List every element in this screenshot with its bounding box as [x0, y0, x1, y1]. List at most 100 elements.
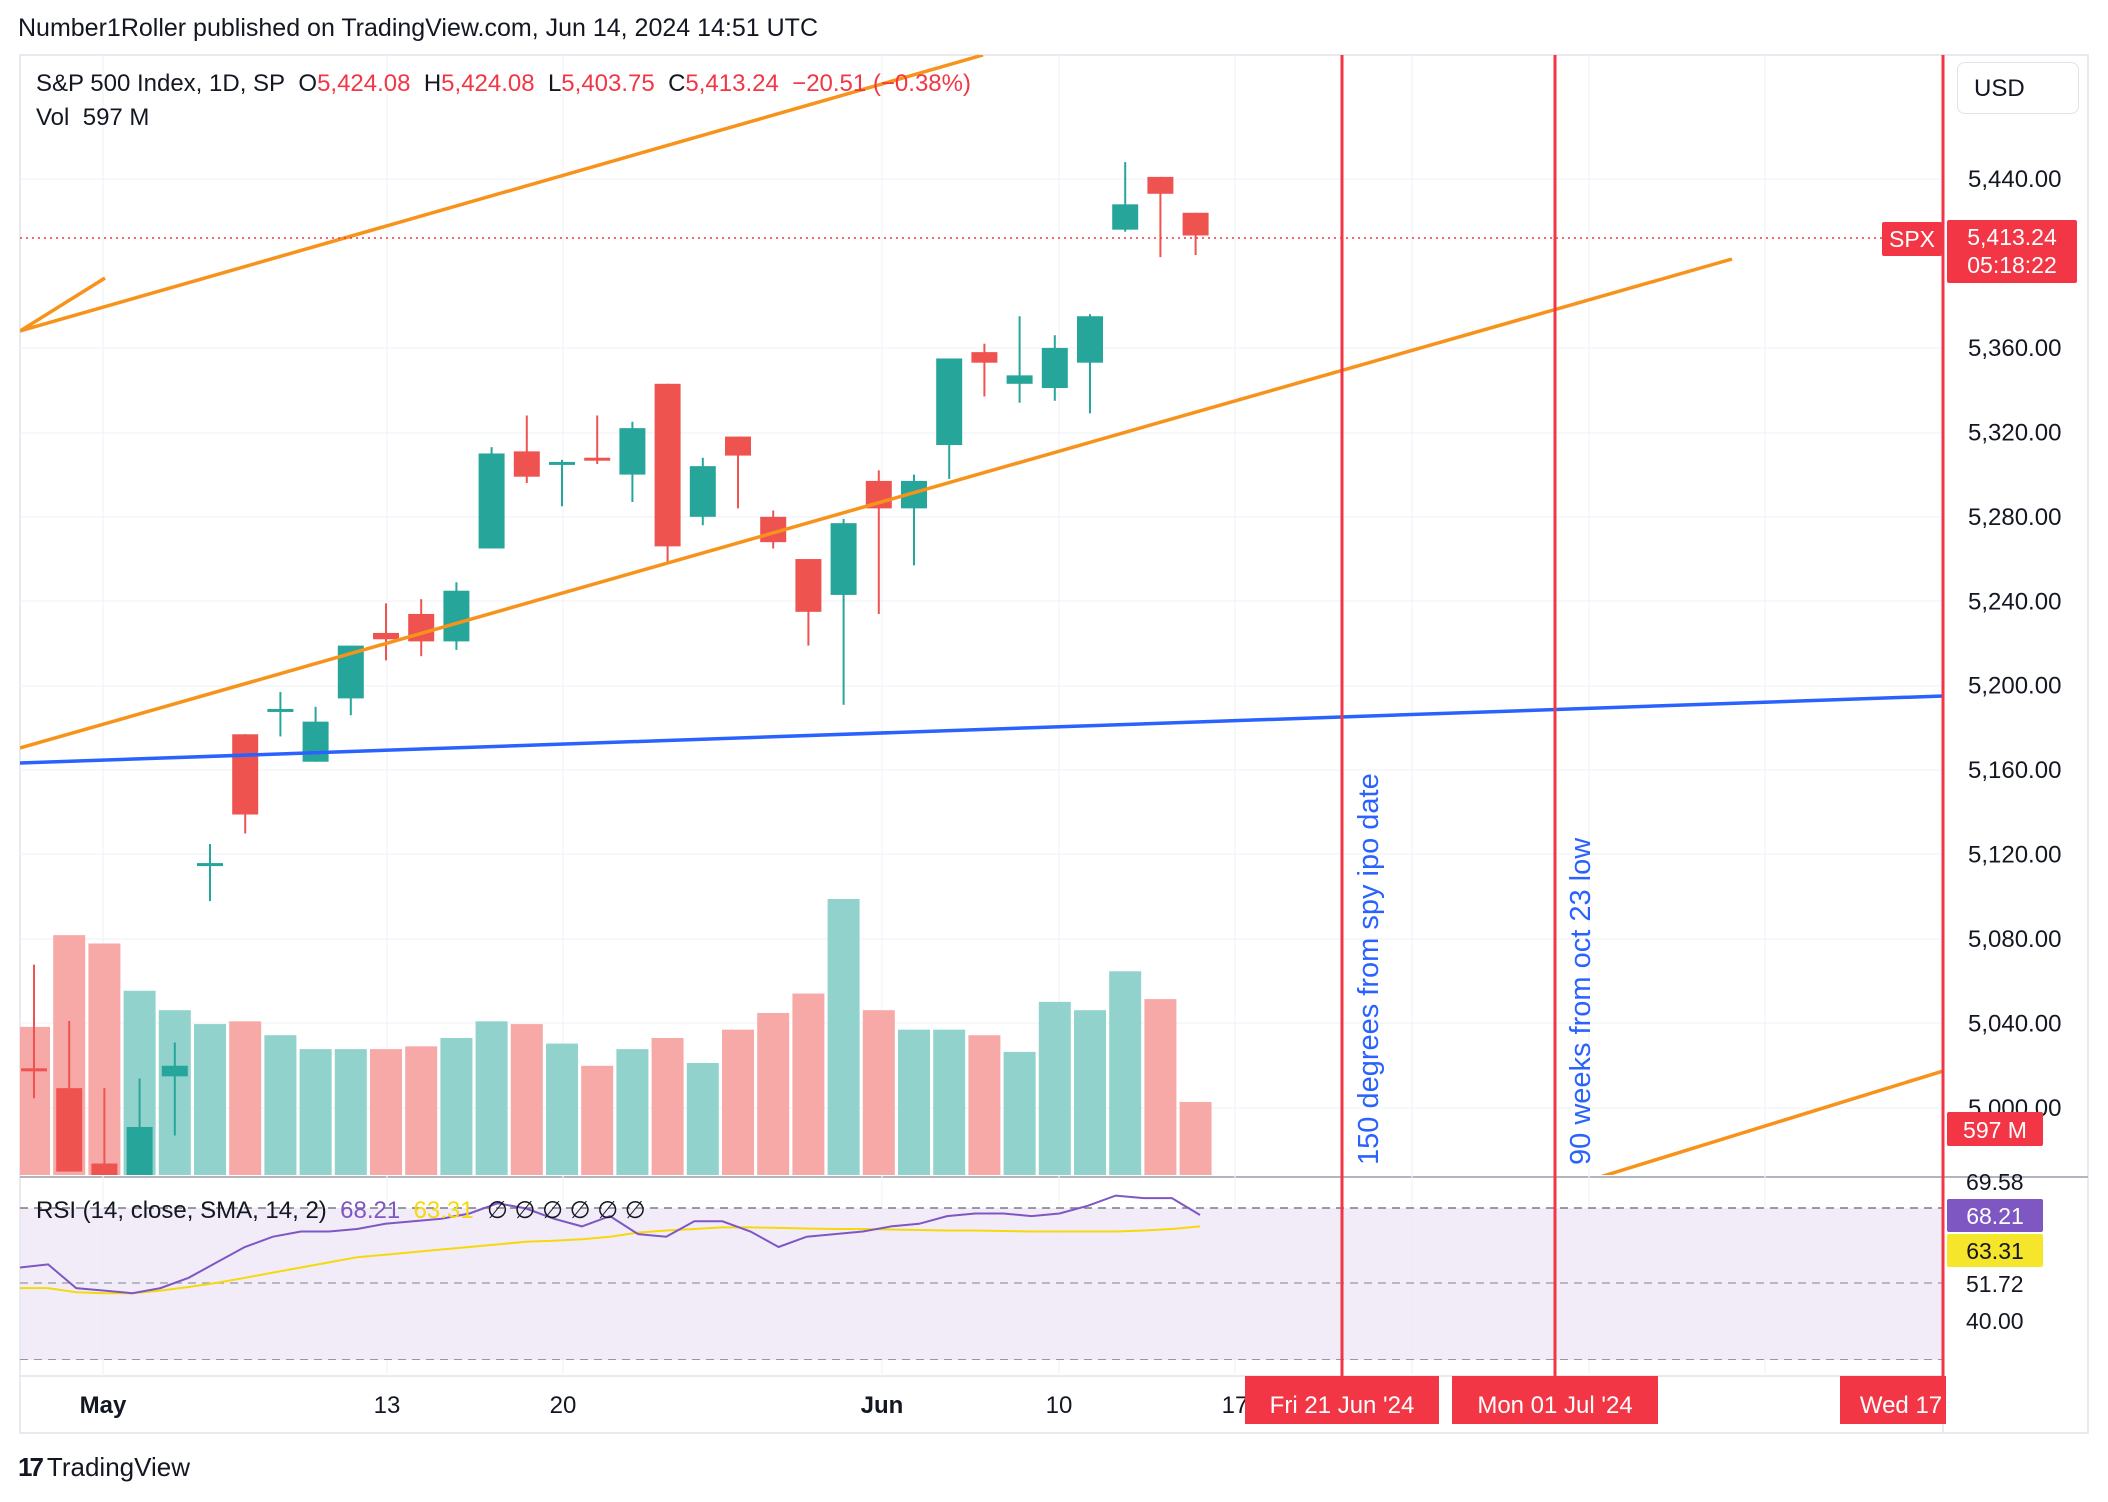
rsi-sma-line — [20, 1225, 1201, 1295]
volume-value: 597 M — [82, 104, 150, 131]
rsi-axis-tick: 69.58 — [1966, 1169, 2024, 1195]
short-channel-line — [20, 276, 106, 333]
candle-body — [302, 721, 329, 762]
volume-label: Vol — [36, 104, 70, 131]
price-axis-tick: 5,120.00 — [1968, 842, 2061, 869]
volume-bar — [1144, 999, 1177, 1175]
volume-bars — [20, 899, 1212, 1175]
volume-bar — [440, 1038, 473, 1175]
price-axis: 5,440.00 5,360.00 5,320.00 5,280.00 5,240.00… — [1968, 166, 2061, 1122]
volume-bar — [792, 993, 825, 1175]
date-badge-jul01: Mon 01 Jul '24 — [1477, 1392, 1632, 1419]
ohlc-legend[interactable]: S&P 500 Index, 1D, SP O5,424.08 H5,424.0… — [36, 70, 971, 98]
rsi-sma-badge: 63.31 — [1966, 1238, 2024, 1264]
volume-bar — [757, 1012, 790, 1175]
volume-bar — [510, 1024, 543, 1175]
volume-bar — [1179, 1101, 1212, 1175]
candle-body — [91, 1163, 118, 1175]
candle-body — [1041, 347, 1068, 389]
volume-badge: 597 M — [1963, 1117, 2027, 1143]
candle-body — [584, 457, 611, 461]
open-label: O — [298, 70, 318, 97]
candle-body — [689, 466, 716, 517]
candle-body — [443, 590, 470, 642]
rsi-line — [20, 1194, 1201, 1295]
candle-body — [197, 863, 223, 867]
close-label: C — [668, 70, 686, 97]
annotation-oct23-low: 90 weeks from oct 23 low — [1565, 837, 1597, 1165]
candle-body — [936, 358, 963, 446]
candle-body — [1147, 176, 1174, 194]
rsi-sma-value: 63.31 — [413, 1197, 474, 1224]
price-axis-tick: 5,040.00 — [1968, 1011, 2061, 1038]
volume-legend[interactable]: Vol 597 M — [36, 104, 149, 132]
price-axis-tick: 5,160.00 — [1968, 757, 2061, 784]
price-axis-tick: 5,200.00 — [1968, 673, 2061, 700]
candle-body — [725, 436, 751, 456]
candle-body — [795, 559, 822, 612]
open-value: 5,424.08 — [317, 70, 411, 97]
rsi-label[interactable]: RSI (14, close, SMA, 14, 2) — [36, 1197, 327, 1224]
volume-bar — [370, 1049, 402, 1175]
price-axis-tick: 5,360.00 — [1968, 335, 2061, 362]
volume-bar — [1038, 1001, 1071, 1175]
rsi-axis-tick: 51.72 — [1966, 1271, 2024, 1297]
rsi-empty-values: ∅ ∅ ∅ ∅ ∅ ∅ — [486, 1197, 646, 1224]
date-badge-wed17: Wed 17 — [1860, 1392, 1942, 1419]
price-axis-tick: 5,320.00 — [1968, 419, 2061, 446]
candle-body — [1112, 204, 1139, 230]
volume-bar — [968, 1035, 1001, 1175]
rsi-badge: 68.21 — [1966, 1203, 2024, 1229]
volume-bar — [581, 1065, 614, 1175]
date-badge-jun21: Fri 21 Jun '24 — [1270, 1392, 1415, 1419]
time-tick-jun: Jun — [861, 1392, 904, 1419]
volume-bar — [862, 1010, 895, 1175]
volume-bar — [1074, 1010, 1106, 1175]
volume-bar — [686, 1063, 719, 1175]
last-price-badge: 5,413.24 — [1967, 224, 2057, 250]
price-axis-tick: 5,080.00 — [1968, 926, 2061, 953]
volume-bar — [651, 1038, 684, 1175]
tv-logo-icon: 17 — [18, 1452, 44, 1482]
tv-brand-text: TradingView — [46, 1452, 190, 1482]
symbol-badge: SPX — [1889, 226, 1935, 252]
symbol-badge-bg — [1882, 222, 1942, 256]
high-value: 5,424.08 — [441, 70, 535, 97]
candle-body — [1182, 212, 1209, 236]
projection-channel-line — [1600, 1069, 1943, 1175]
trendlines — [20, 55, 1943, 1175]
high-label: H — [423, 70, 442, 97]
chart-frame — [19, 54, 2089, 1434]
rsi-badge-bg — [1947, 1199, 2043, 1232]
low-value: 5,403.75 — [561, 70, 655, 97]
countdown-badge: 05:18:22 — [1967, 252, 2057, 278]
rsi-axis-tick: 40.00 — [1966, 1308, 2024, 1334]
tradingview-logo[interactable]: 17 TradingView — [18, 1452, 190, 1483]
rsi-value: 68.21 — [340, 1197, 401, 1224]
candle-body — [830, 523, 857, 595]
time-tick-13: 13 — [374, 1392, 401, 1419]
change-value: −20.51 (−0.38%) — [792, 70, 971, 97]
volume-bar — [475, 1021, 508, 1175]
volume-bar — [1003, 1051, 1036, 1175]
candle-body — [126, 1127, 153, 1175]
time-tick-20: 20 — [550, 1392, 577, 1419]
date-badge-bg — [1452, 1376, 1658, 1424]
date-badge-bg — [1245, 1376, 1439, 1424]
rsi-band — [20, 1208, 1943, 1360]
candle-body — [654, 383, 681, 547]
rsi-legend[interactable]: RSI (14, close, SMA, 14, 2) 68.21 63.31 … — [36, 1196, 646, 1225]
price-axis-tick: 5,240.00 — [1968, 588, 2061, 615]
volume-bar — [405, 1046, 438, 1175]
symbol-name[interactable]: S&P 500 Index, 1D, SP — [36, 70, 286, 97]
candle-body — [1006, 375, 1033, 384]
volume-bar — [827, 899, 860, 1175]
volume-bar — [264, 1035, 297, 1175]
volume-bar — [194, 1024, 226, 1175]
upper-channel-line — [20, 55, 984, 333]
price-axis-tick: 5,440.00 — [1968, 166, 2061, 193]
volume-bar — [722, 1029, 754, 1175]
rsi-pane — [20, 1194, 1943, 1360]
currency-button[interactable]: USD — [1957, 62, 2079, 114]
